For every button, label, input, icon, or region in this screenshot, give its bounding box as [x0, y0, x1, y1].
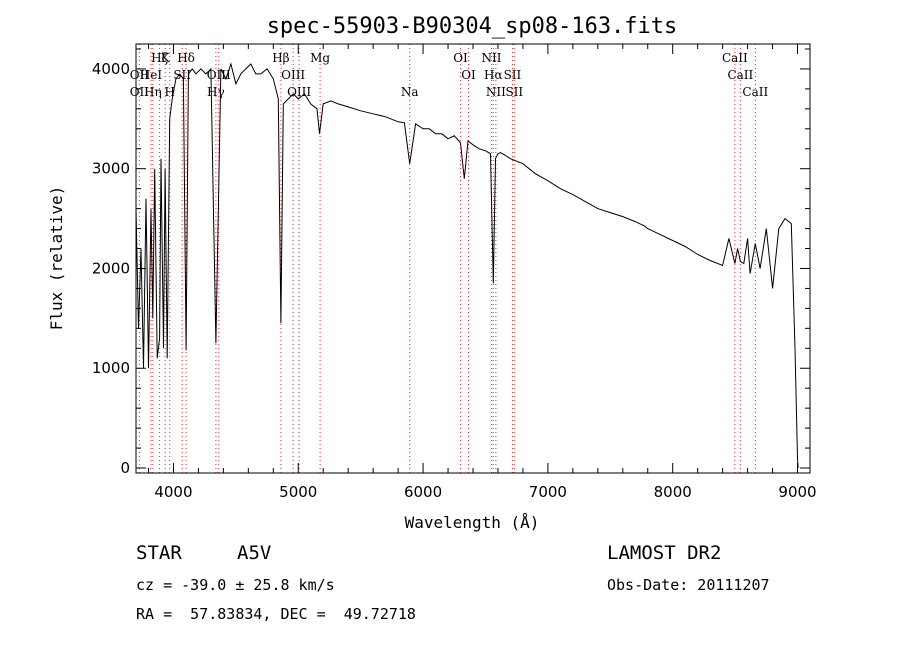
spectral-line-label: CaII — [742, 85, 768, 99]
spectral-line-label: OII — [130, 68, 150, 82]
spectral-line-label: Hη — [144, 85, 162, 99]
redshift-line: cz = -39.0 ± 25.8 km/s — [136, 576, 335, 594]
x-tick-label: 7000 — [529, 483, 567, 501]
spectral-line-label: NII — [486, 85, 506, 99]
x-tick-label: 6000 — [404, 483, 442, 501]
spectral-line-label: H — [164, 85, 174, 99]
spectral-line-label: CaII — [727, 68, 753, 82]
y-tick-label: 0 — [120, 459, 130, 477]
obs-date-line: Obs-Date: 20111207 — [607, 576, 770, 594]
spectral-line-label: SII — [505, 85, 523, 99]
x-tick-label: 5000 — [279, 483, 317, 501]
chart-title: spec-55903-B90304_sp08-163.fits — [267, 14, 678, 39]
spectral-line-label: Mg — [310, 51, 330, 65]
spectral-line-label: OIII — [281, 68, 305, 82]
object-class: STAR — [136, 542, 182, 564]
spectral-line-label: OIII — [207, 68, 231, 82]
spectral-line-label: NII — [481, 51, 501, 65]
y-tick-label: 2000 — [92, 259, 130, 277]
spectral-line-markers — [138, 44, 756, 473]
y-axis-label: Flux (relative) — [47, 186, 66, 331]
spectral-line-label: OI — [461, 68, 476, 82]
x-axis-label: Wavelength (Å) — [405, 513, 540, 532]
spectral-line-label: CaII — [722, 51, 748, 65]
spectral-line-label: Hβ — [272, 51, 289, 65]
spectral-line-label: Hδ — [177, 51, 195, 65]
spectral-line-label: Hζ — [151, 51, 168, 65]
spectral-line-label: OI — [453, 51, 468, 65]
x-tick-label: 8000 — [654, 483, 692, 501]
spectrum-line — [135, 62, 799, 469]
x-tick-label: 4000 — [154, 483, 192, 501]
subclass: A5V — [237, 542, 272, 564]
spectral-line-label: SII — [504, 68, 522, 82]
x-axis: 4000 5000 6000 7000 8000 9000 — [147, 44, 817, 501]
y-tick-label: 1000 — [92, 359, 130, 377]
coordinates-line: RA = 57.83834, DEC = 49.72718 — [136, 605, 416, 623]
spectral-line-label: Hγ — [207, 85, 225, 99]
spectral-line-label: SII — [173, 68, 191, 82]
survey-name: LAMOST DR2 — [607, 542, 722, 564]
spectral-line-label: Hα — [484, 68, 503, 82]
y-tick-label: 3000 — [92, 160, 130, 178]
spectral-line-label: Na — [401, 85, 419, 99]
y-axis: 0 1000 2000 3000 4000 — [92, 48, 810, 477]
x-tick-label: 9000 — [778, 483, 816, 501]
spectral-line-label: OII — [130, 85, 150, 99]
spectral-line-label: HeI — [140, 68, 163, 82]
y-tick-label: 4000 — [92, 60, 130, 78]
plot-frame — [135, 43, 811, 474]
spectral-line-label: K — [161, 51, 171, 65]
